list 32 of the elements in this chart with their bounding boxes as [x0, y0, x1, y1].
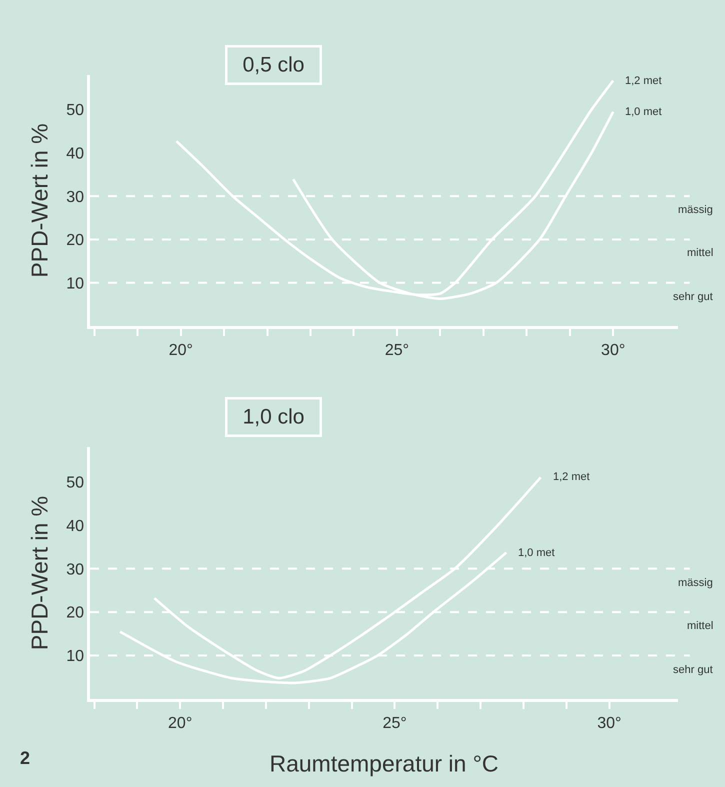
y-tick-label: 30: [66, 561, 84, 578]
ref-line-label: mässig: [678, 577, 713, 589]
ref-line-label: sehr gut: [673, 291, 713, 303]
y-axis-title: PPD-Wert in %: [26, 496, 53, 650]
y-tick-label: 40: [66, 518, 84, 535]
x-tick-label: 25°: [384, 342, 410, 359]
x-tick-label: 20°: [168, 342, 193, 359]
y-tick-label: 10: [66, 648, 84, 666]
y-tick-label: 30: [66, 188, 84, 206]
series-label: 1,2 met: [625, 75, 662, 87]
x-tick-label: 20°: [168, 714, 192, 732]
ref-line-label: mittel: [687, 247, 714, 259]
ref-line-label: sehr gut: [673, 664, 713, 676]
y-axis-title: PPD-Wert in %: [26, 123, 53, 278]
text: 2: [20, 748, 30, 768]
ref-line-label: mittel: [687, 620, 714, 632]
series-label: 1,2 met: [553, 471, 590, 483]
series-label: 1,0 met: [625, 106, 662, 118]
ref-line-label: mässig: [678, 204, 713, 216]
x-tick-label: 25°: [382, 714, 407, 732]
y-tick-label: 20: [66, 232, 84, 250]
chart-title: 1,0 clo: [242, 406, 304, 428]
y-tick-label: 50: [66, 474, 84, 492]
x-axis-title: Raumtemperatur in °C: [269, 750, 499, 777]
y-tick-label: 20: [66, 604, 84, 622]
x-tick-label: 30°: [601, 342, 626, 359]
series-label: 1,0 met: [518, 547, 555, 559]
x-tick-label: 30°: [597, 714, 622, 732]
y-tick-label: 10: [66, 275, 84, 292]
y-tick-label: 50: [66, 102, 84, 120]
y-tick-label: 40: [66, 146, 84, 162]
chart-title: 0,5 clo: [242, 54, 304, 76]
